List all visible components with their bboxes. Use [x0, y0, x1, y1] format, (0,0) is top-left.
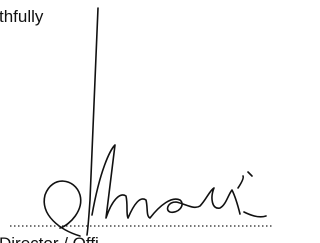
document: thfully Director / Offi [0, 0, 273, 243]
closing-text: thfully [0, 7, 44, 26]
page [0, 0, 273, 243]
signatory-title: Director / Offi [0, 234, 99, 243]
